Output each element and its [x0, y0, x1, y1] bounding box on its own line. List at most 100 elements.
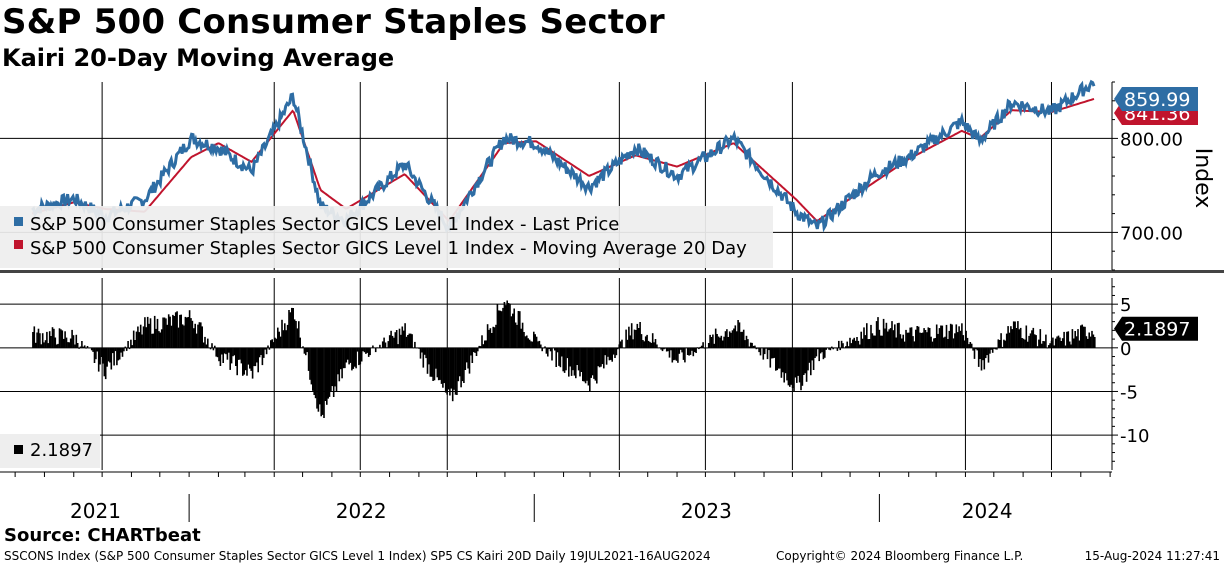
kairi-bar — [691, 347, 693, 351]
kairi-bar — [895, 337, 897, 348]
kairi-bar — [102, 347, 104, 364]
kairi-bar — [37, 328, 40, 348]
kairi-bar — [328, 347, 331, 397]
kairi-bar — [636, 323, 639, 348]
kairi-bar — [600, 347, 602, 367]
kairi-bar — [923, 328, 925, 348]
kairi-bar — [798, 347, 801, 383]
kairi-bar — [437, 347, 440, 381]
kairi-bar — [128, 347, 131, 350]
kairi-bar — [521, 322, 524, 348]
kairi-bar — [194, 323, 196, 348]
kairi-bar — [188, 310, 191, 348]
kairi-bar — [1064, 345, 1067, 348]
kairi-bar — [561, 347, 563, 357]
kairi-bar — [603, 347, 605, 369]
kairi-bar — [1071, 329, 1074, 348]
kairi-bar — [1075, 336, 1078, 348]
kairi-bar — [356, 347, 359, 352]
kairi-bar — [632, 339, 634, 348]
kairi-bar — [218, 347, 220, 362]
kairi-bar — [359, 347, 362, 365]
kairi-bar — [768, 347, 770, 351]
kairi-bar — [1007, 326, 1009, 348]
kairi-bar — [435, 347, 437, 369]
kairi-bar — [446, 347, 448, 395]
kairi-bar — [519, 311, 521, 348]
kairi-bar — [724, 331, 727, 348]
kairi-bar — [859, 344, 861, 348]
kairi-bar — [477, 347, 479, 352]
kairi-bar — [930, 336, 932, 348]
kairi-bar — [209, 347, 212, 350]
kairi-bar — [854, 340, 857, 348]
kairi-bar — [423, 347, 426, 355]
kairi-bar — [1014, 321, 1016, 348]
kairi-bar — [789, 347, 791, 387]
kairi-bar — [339, 347, 342, 370]
kairi-bar — [913, 341, 916, 348]
kairi-bar — [833, 347, 836, 349]
kairi-bar — [408, 333, 411, 348]
kairi-bar — [723, 336, 725, 348]
kairi-bar — [55, 344, 58, 348]
kairi-bar — [46, 331, 48, 348]
kairi-bar — [158, 331, 160, 348]
kairi-bar — [348, 347, 350, 365]
kairi-bar — [302, 346, 304, 348]
kairi-bar — [819, 347, 822, 354]
kairi-bar — [787, 347, 790, 386]
kairi-bar — [268, 347, 271, 350]
kairi-bar — [660, 347, 662, 350]
kairi-bar — [968, 344, 970, 348]
kairi-bar — [678, 347, 681, 354]
kairi-bar — [281, 319, 283, 348]
kairi-bar — [523, 332, 525, 348]
kairi-bar — [755, 347, 758, 350]
kairi-bar — [397, 344, 399, 348]
kairi-bar — [612, 347, 615, 355]
kairi-bar — [818, 347, 820, 362]
kairi-bar — [376, 347, 378, 348]
kairi-bar — [741, 331, 744, 348]
kairi-bar — [509, 303, 511, 348]
kairi-bar — [910, 327, 913, 348]
kairi-bar — [644, 336, 647, 348]
kairi-bar — [307, 347, 310, 371]
kairi-bar — [433, 347, 436, 381]
kairi-bar — [608, 347, 611, 361]
kairi-bar — [751, 342, 753, 348]
kairi-bar — [1039, 329, 1042, 348]
kairi-bar — [401, 326, 404, 348]
kairi-bar — [803, 347, 805, 375]
kairi-bar — [313, 347, 315, 395]
kairi-bar — [228, 347, 230, 353]
kairi-bar — [672, 347, 675, 361]
kairi-bar — [279, 336, 282, 348]
kairi-bar — [296, 328, 299, 348]
kairi-bar — [998, 340, 1001, 348]
kairi-bar — [528, 339, 531, 348]
kairi-bar — [219, 347, 222, 366]
kairi-bar — [120, 347, 122, 353]
kairi-bar — [429, 347, 432, 377]
kairi-bar — [982, 347, 984, 361]
kairi-bar — [409, 333, 412, 348]
kairi-bar — [267, 345, 269, 348]
kairi-bar — [498, 310, 500, 348]
kairi-bar — [1021, 338, 1023, 348]
kairi-bar — [941, 325, 944, 348]
price-last-value-tag-text: 859.99 — [1124, 89, 1190, 111]
kairi-bar — [514, 322, 517, 348]
kairi-bar — [598, 347, 601, 368]
kairi-bar — [1033, 334, 1036, 348]
kairi-bar — [79, 346, 82, 348]
kairi-bar — [99, 347, 101, 365]
kairi-bar — [716, 334, 718, 348]
kairi-bar — [527, 338, 529, 348]
kairi-bar — [737, 320, 739, 348]
kairi-bar — [1056, 336, 1058, 348]
kairi-bar — [405, 336, 408, 348]
kairi-bar — [537, 341, 539, 348]
kairi-bar — [151, 333, 153, 348]
